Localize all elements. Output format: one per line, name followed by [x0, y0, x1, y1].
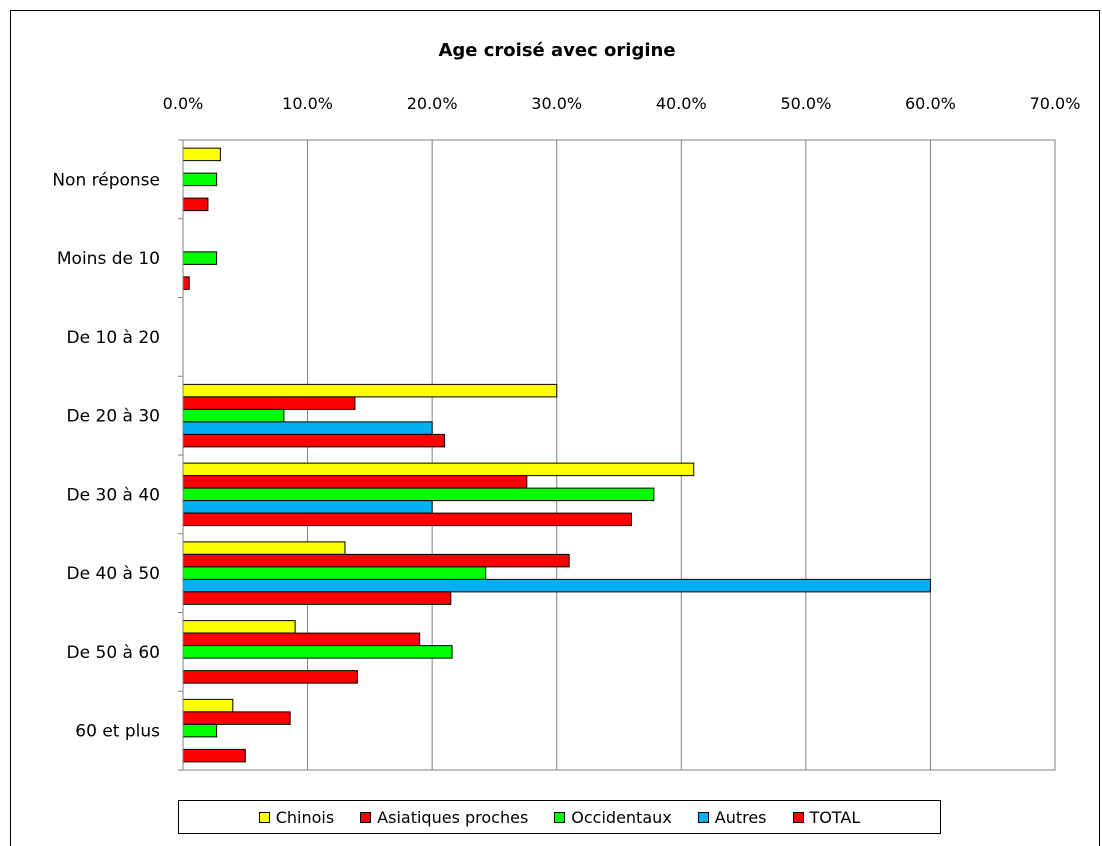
legend-label: TOTAL: [809, 807, 861, 827]
gridlines: [307, 140, 931, 770]
bar-asiatiques-proches: [182, 553, 570, 568]
x-tick-label: 50.0%: [780, 94, 831, 113]
legend-item: Chinois: [258, 807, 335, 827]
category-label: De 50 à 60: [67, 643, 160, 663]
bar-autres: [182, 421, 433, 435]
chart-frame: [10, 10, 1100, 846]
legend-label: Asiatiques proches: [377, 807, 529, 827]
category-label: De 10 à 20: [67, 328, 160, 348]
y-tick-marks: [178, 139, 183, 771]
bar-chinois: [182, 383, 558, 398]
x-tick-label: 10.0%: [282, 94, 333, 113]
bar-asiatiques-proches: [182, 632, 421, 647]
bar-autres: [182, 500, 433, 514]
bar-total: [182, 591, 452, 605]
category-label: Moins de 10: [57, 249, 160, 269]
bar-total: [182, 433, 446, 448]
bar-occidentaux: [182, 251, 218, 265]
legend: Chinois Asiatiques proches Occidentaux Autr…: [178, 800, 941, 834]
x-tick-label: 0.0%: [163, 94, 204, 113]
bar-occidentaux: [182, 645, 453, 659]
bar-chinois: [182, 698, 234, 713]
x-tick-labels: 0.0% 10.0% 20.0% 30.0% 40.0% 50.0% 60.0% 70.0%: [163, 94, 1081, 113]
bar-total: [182, 276, 190, 290]
bar-total: [182, 748, 246, 763]
x-tick-label: 60.0%: [905, 94, 956, 113]
x-tick-label: 30.0%: [531, 94, 582, 113]
bar-asiatiques-proches: [182, 711, 291, 725]
category-label: De 20 à 30: [67, 407, 160, 427]
bar-occidentaux: [182, 408, 285, 423]
bar-total: [182, 512, 632, 527]
legend-swatch: [792, 811, 804, 823]
bar-occidentaux: [182, 172, 218, 187]
bar-occidentaux: [182, 487, 655, 502]
bar-occidentaux: [182, 723, 218, 738]
legend-swatch: [697, 811, 709, 823]
legend-label: Chinois: [275, 807, 335, 827]
category-label: Non réponse: [52, 170, 160, 190]
category-label: De 30 à 40: [67, 485, 160, 505]
legend-label: Autres: [714, 807, 767, 827]
bar-chinois: [182, 147, 221, 162]
bar-chinois: [182, 620, 296, 634]
bar-asiatiques-proches: [182, 475, 528, 489]
bars: [182, 147, 931, 763]
category-label: De 40 à 50: [67, 564, 160, 584]
x-tick-label: 40.0%: [656, 94, 707, 113]
bar-autres: [182, 578, 931, 593]
x-tick-label: 70.0%: [1030, 94, 1081, 113]
bar-asiatiques-proches: [182, 396, 356, 410]
chart-title: Age croisé avec origine: [438, 40, 675, 61]
legend-swatch: [360, 811, 372, 823]
legend-label: Occidentaux: [571, 807, 672, 827]
bar-chinois: [182, 462, 695, 477]
legend-item: Autres: [697, 807, 767, 827]
legend-item: Asiatiques proches: [360, 808, 528, 827]
bar-total: [182, 197, 209, 212]
bar-total: [182, 670, 358, 684]
x-tick-label: 20.0%: [407, 94, 458, 113]
bar-chinois: [182, 541, 346, 555]
bar-occidentaux: [182, 566, 487, 580]
legend-swatch: [258, 811, 270, 823]
legend-item: Occidentaux: [554, 807, 672, 827]
category-label: 60 et plus: [75, 722, 160, 742]
legend-swatch: [554, 811, 566, 823]
category-labels: Non réponse Moins de 10 De 10 à 20 De 20 à …: [52, 170, 160, 741]
legend-item: TOTAL: [792, 807, 861, 827]
